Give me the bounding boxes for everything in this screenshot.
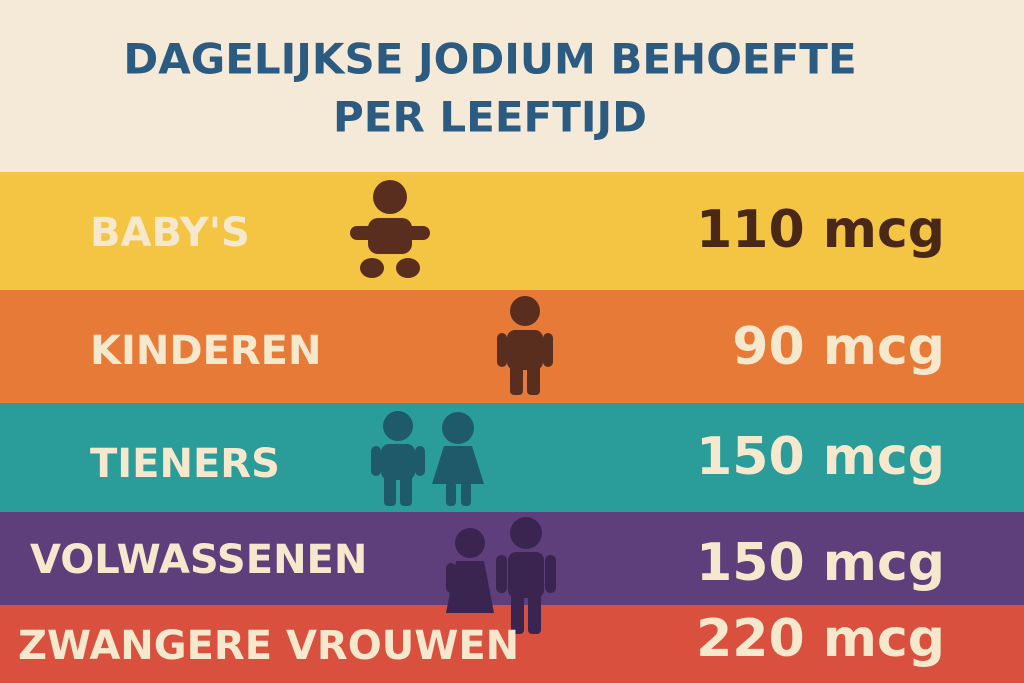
row-value: 220 mcg	[696, 609, 945, 669]
teens-icon	[371, 411, 484, 506]
title-line: PER LEEFTIJD	[333, 93, 647, 142]
baby-icon	[350, 180, 430, 278]
title-line: DAGELIJKSE JODIUM BEHOEFTE	[123, 35, 856, 84]
row-label: BABY'S	[90, 210, 250, 256]
header-background	[0, 0, 1024, 172]
row-label: KINDEREN	[90, 328, 321, 374]
adults-icon	[446, 517, 556, 634]
row-band	[0, 172, 1024, 290]
child-icon	[497, 296, 553, 395]
row-value: 150 mcg	[696, 427, 945, 487]
row-value: 110 mcg	[696, 200, 945, 260]
row-value: 150 mcg	[696, 533, 945, 593]
row-band	[0, 403, 1024, 512]
row-label: VOLWASSENEN	[30, 537, 367, 583]
row-label: TIENERS	[90, 441, 280, 487]
row-value: 90 mcg	[732, 317, 945, 377]
row-label: ZWANGERE VROUWEN	[18, 623, 519, 669]
